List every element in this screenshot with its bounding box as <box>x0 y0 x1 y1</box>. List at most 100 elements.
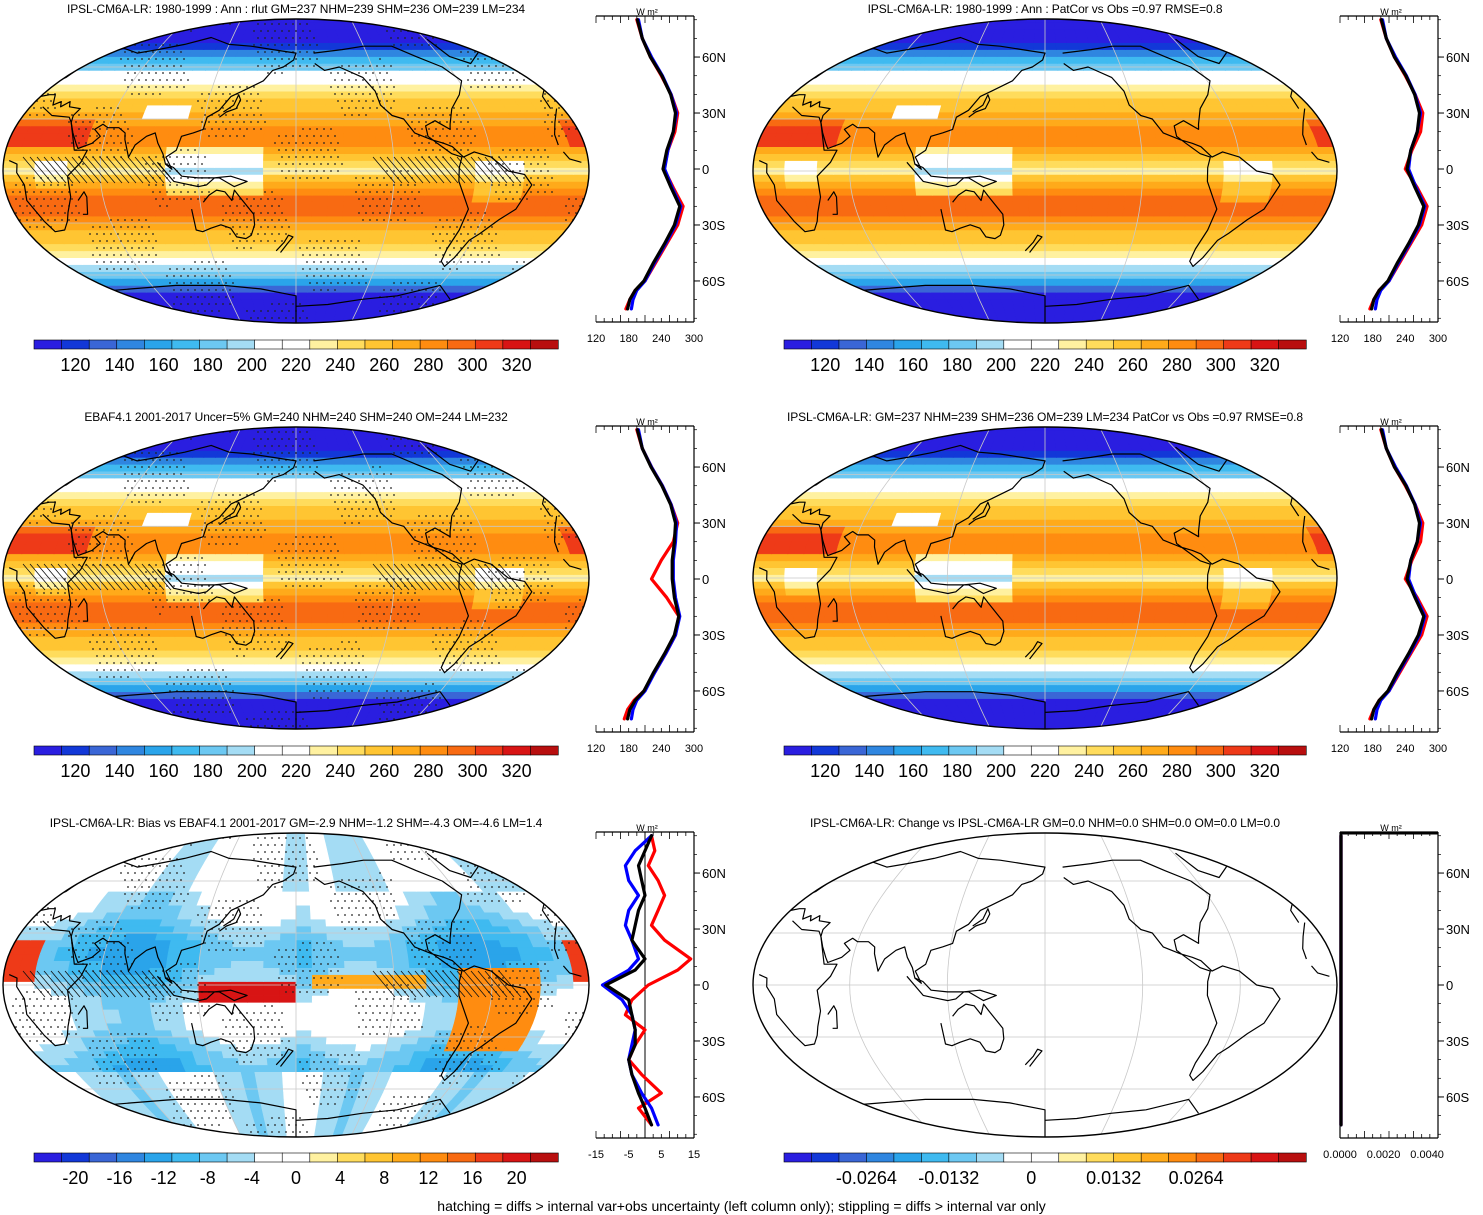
coast-africa <box>758 920 1330 1047</box>
colorbar-swatch <box>199 1152 228 1163</box>
zonal-lat-tick-label: 60N <box>1446 866 1470 881</box>
map-border <box>752 426 1338 730</box>
colorbar-tick-label: 280 <box>1162 355 1192 375</box>
colorbar-tick-label: 120 <box>810 761 840 781</box>
zonal-lat-tick-label: 60S <box>702 1090 725 1105</box>
zonal-lat-tick-label: 30N <box>702 516 726 531</box>
zonal-x-tick-label: 0.0040 <box>1410 1149 1444 1161</box>
colorbar-tick-label: 220 <box>281 761 311 781</box>
zonal-mean-model-summary: W m² 60N 30N 0 30S 60S 120 180 240 300 <box>1331 417 1470 755</box>
colorbar-swatch <box>419 745 449 756</box>
coast-africa <box>8 106 582 233</box>
colorbar-tick-label: 240 <box>325 761 355 781</box>
colorbar-tick-label: 160 <box>898 355 928 375</box>
colorbar-tick-label: 200 <box>237 761 267 781</box>
colorbar-swatch <box>33 1152 63 1163</box>
colorbar-swatch <box>976 1152 1005 1163</box>
colorbar-swatch <box>116 745 145 756</box>
coast-americas <box>1062 453 1281 674</box>
coast-madagascar <box>827 191 838 215</box>
zonal-lat-tick-label: 60N <box>702 460 726 475</box>
coast-americas <box>313 453 533 674</box>
zonal-series-line <box>1373 18 1427 311</box>
colorbar-swatch <box>1168 745 1197 756</box>
colorbar-tick-label: 300 <box>1206 355 1236 375</box>
colorbar-swatch <box>171 339 201 350</box>
map-change <box>752 832 1338 1138</box>
colorbar-swatch <box>281 339 311 350</box>
colorbar-swatch <box>866 745 895 756</box>
coast-nz <box>275 234 294 253</box>
colorbar-swatch <box>1223 745 1252 756</box>
colorbar-swatch <box>309 1152 338 1163</box>
colorbar-swatch <box>893 339 922 350</box>
colorbar-swatch <box>948 339 977 350</box>
colorbar-swatch <box>1085 745 1115 756</box>
colorbar-tick-label: 220 <box>1030 761 1060 781</box>
colorbar-swatch <box>392 745 421 756</box>
map-field <box>3 427 589 729</box>
colorbar-swatch <box>364 745 394 756</box>
coast-australia <box>940 1003 1005 1054</box>
colorbar-swatch <box>948 1152 977 1163</box>
zonal-series-line <box>1373 428 1427 721</box>
zonal-lat-tick-label: 0 <box>1446 572 1453 587</box>
coast-americas <box>1062 45 1281 267</box>
colorbar-model-pattern: 120 140 160 180 200 220 240 260 280 300 320 <box>783 339 1307 375</box>
coast-australia <box>940 596 1005 646</box>
colorbar-swatch <box>921 1152 950 1163</box>
zonal-mean-change: W m² 60N 30N 0 30S 60S 0.0000 0.0020 0.0040 <box>1323 823 1470 1161</box>
map-border <box>2 426 590 730</box>
zonal-x-tick-label: 240 <box>652 333 670 345</box>
coast-antarctica <box>838 1098 1199 1137</box>
zonal-lat-tick-label: 30S <box>1446 1034 1469 1049</box>
map-bias <box>2 832 590 1138</box>
colorbar-tick-label: 0.0264 <box>1169 1168 1224 1188</box>
colorbar-tick-label: 4 <box>335 1168 345 1188</box>
colorbar-swatch <box>447 1152 476 1163</box>
colorbar-swatch <box>1030 339 1060 350</box>
colorbar-swatch <box>447 745 476 756</box>
colorbar-swatch <box>893 1152 922 1163</box>
colorbar-tick-label: 240 <box>325 355 355 375</box>
panel-title: EBAF4.1 2001-2017 Uncer=5% GM=240 NHM=24… <box>84 410 508 424</box>
colorbar-swatch <box>1030 745 1060 756</box>
colorbar-swatch <box>1250 1152 1280 1163</box>
colorbar-tick-label: 240 <box>1074 355 1104 375</box>
graticule <box>753 427 1337 729</box>
coast-indonesia <box>906 161 997 188</box>
colorbar-model-summary: 120 140 160 180 200 220 240 260 280 300 320 <box>783 745 1307 781</box>
zonal-x-tick-label: 0.0020 <box>1367 1149 1401 1161</box>
colorbar-swatch <box>88 745 118 756</box>
colorbar-swatch <box>1168 1152 1197 1163</box>
zonal-lat-tick-label: 30S <box>1446 628 1469 643</box>
coast-indonesia <box>906 975 997 1002</box>
zonal-unit-label: W m² <box>1380 823 1402 833</box>
zonal-x-tick-label: 300 <box>685 743 703 755</box>
colorbar-tick-label: 0 <box>291 1168 301 1188</box>
zonal-series-line <box>1370 18 1426 311</box>
zonal-x-tick-label: 5 <box>658 1149 664 1161</box>
colorbar-tick-label: 160 <box>898 761 928 781</box>
map-obs-clim <box>2 426 590 730</box>
zonal-unit-label: W m² <box>1380 7 1402 17</box>
colorbar-swatch <box>254 1152 283 1163</box>
coast-antarctica <box>88 284 451 323</box>
colorbar-tick-label: 260 <box>1118 355 1148 375</box>
colorbar-swatch <box>1278 745 1307 756</box>
coast-indonesia <box>906 569 997 595</box>
colorbar-swatch <box>61 339 90 350</box>
colorbar-swatch <box>1058 1152 1087 1163</box>
zonal-series-line <box>604 834 654 1127</box>
zonal-lat-tick-label: 60N <box>1446 50 1470 65</box>
colorbar-tick-label: 280 <box>413 761 443 781</box>
colorbar-swatch <box>33 339 63 350</box>
colorbar-swatch <box>1250 745 1280 756</box>
colorbar-tick-label: 160 <box>149 761 179 781</box>
colorbar-swatch <box>1003 745 1032 756</box>
colorbar-tick-label: -0.0264 <box>836 1168 897 1188</box>
zonal-lat-tick-label: 30S <box>702 218 725 233</box>
coast-madagascar <box>827 1005 838 1029</box>
colorbar-swatch <box>474 339 504 350</box>
coast-japan <box>219 908 242 932</box>
